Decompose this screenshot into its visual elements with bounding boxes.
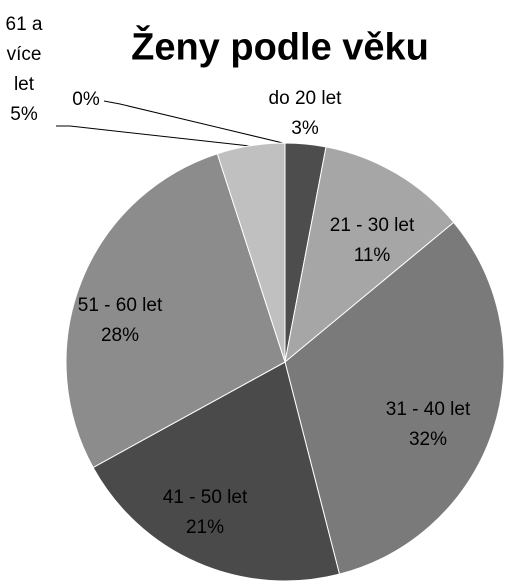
chart-title: Ženy podle věku: [131, 26, 429, 69]
slice-label: 41 - 50 let 21%: [145, 483, 265, 543]
pie-slice: [65, 153, 286, 469]
category-label: 61 a více let: [5, 14, 43, 95]
value-label: 28%: [100, 325, 140, 346]
category-label: 21 - 30 let: [329, 215, 415, 236]
slice-label: 21 - 30 let 11%: [312, 211, 432, 271]
pie-slice: [284, 146, 455, 364]
value-label: 32%: [408, 429, 448, 450]
value-label: 0%: [72, 89, 100, 110]
leader-line: [56, 125, 251, 147]
value-label: 5%: [10, 104, 38, 125]
slice-label: 61 a více let 5%: [0, 10, 49, 130]
slice-label: 0%: [56, 85, 116, 115]
pie-slice: [216, 142, 286, 363]
category-label: 51 - 60 let: [77, 295, 163, 316]
slice-label: 31 - 40 let 32%: [368, 395, 488, 455]
slice-label: 51 - 60 let 28%: [60, 291, 180, 351]
category-label: 41 - 50 let: [162, 487, 248, 508]
category-label: do 20 let: [268, 88, 342, 109]
value-label: 3%: [291, 118, 319, 139]
leader-line: [103, 100, 284, 144]
value-label: 11%: [353, 245, 391, 266]
pie-slice: [284, 221, 505, 575]
category-label: 31 - 40 let: [385, 399, 471, 420]
slice-label: do 20 let 3%: [245, 84, 365, 144]
pie-slice: [92, 361, 341, 582]
value-label: 21%: [185, 517, 225, 538]
